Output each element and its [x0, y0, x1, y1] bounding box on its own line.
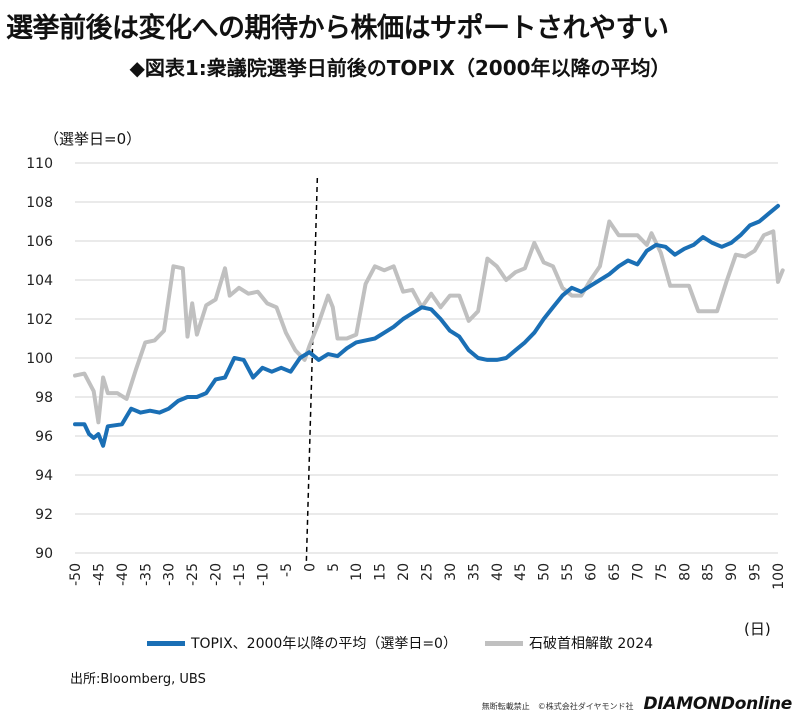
footer: 無断転載禁止 ©株式会社ダイヤモンド社 DIAMONDonline [481, 694, 793, 714]
x-tick-label: 80 [677, 563, 693, 581]
x-tick-label: -10 [255, 563, 271, 586]
y-tick-label: 92 [35, 507, 53, 523]
chart-legend: TOPIX、2000年以降の平均（選挙日=0） 石破首相解散 2024 [0, 633, 800, 653]
copyright-note: 無断転載禁止 ©株式会社ダイヤモンド社 [481, 702, 634, 711]
x-tick-label: 20 [396, 563, 412, 581]
x-tick-label: 85 [701, 563, 717, 581]
x-tick-label: -40 [115, 563, 131, 586]
y-tick-label: 100 [26, 351, 53, 367]
x-unit-label: (日) [744, 620, 771, 638]
series-line-topix [73, 203, 780, 448]
y-tick-label: 110 [26, 156, 53, 172]
x-tick-label: 25 [420, 563, 436, 581]
x-tick-label: 55 [560, 563, 576, 581]
y-tick-label: 102 [26, 312, 53, 328]
y-tick-label: 94 [35, 468, 53, 484]
election-day-line [305, 177, 319, 564]
x-tick-label: -30 [162, 563, 178, 586]
x-axis-ticks: -50 -45 -40 -35 -30 -25 -20 -15 -10 -5 0 5 10 15 20 25 3… [68, 563, 787, 590]
x-tick-label: 35 [466, 563, 482, 581]
gridlines [75, 162, 778, 554]
series-line-ishiba [73, 219, 785, 425]
x-tick-label: -35 [138, 563, 154, 586]
y-axis-ticks: 90 92 94 96 98 100 102 104 106 108 110 [26, 156, 53, 562]
x-tick-label: 90 [724, 563, 740, 581]
x-tick-label: 50 [537, 563, 553, 581]
legend-item-ishiba: 石破首相解散 2024 [484, 633, 654, 653]
x-tick-label: -20 [209, 563, 225, 586]
y-tick-label: 108 [26, 195, 53, 211]
x-tick-label: 5 [326, 563, 342, 572]
legend-item-topix: TOPIX、2000年以降の平均（選挙日=0） [146, 633, 457, 653]
legend-label-ishiba: 石破首相解散 2024 [528, 636, 654, 652]
x-tick-label: 0 [302, 563, 318, 572]
legend-label-topix: TOPIX、2000年以降の平均（選挙日=0） [190, 636, 457, 652]
x-tick-label: 40 [490, 563, 506, 581]
x-tick-label: 70 [630, 563, 646, 581]
headline: 選挙前後は変化への期待から株価はサポートされやすい [6, 13, 669, 44]
x-tick-label: 95 [748, 563, 764, 581]
x-tick-label: 30 [443, 563, 459, 581]
x-tick-label: -25 [185, 563, 201, 586]
x-tick-label: -45 [91, 563, 107, 586]
series-lines [73, 203, 785, 448]
source-note: 出所:Bloomberg, UBS [70, 672, 206, 687]
brand-logo: DIAMONDonline [643, 694, 793, 714]
x-tick-label: -15 [232, 563, 248, 586]
x-tick-label: 65 [607, 563, 623, 581]
y-tick-label: 90 [35, 546, 53, 562]
x-tick-label: 100 [771, 563, 787, 590]
x-tick-label: 10 [349, 563, 365, 581]
y-tick-label: 98 [35, 390, 53, 406]
y-tick-label: 96 [35, 429, 53, 445]
legend-swatch-topix [146, 640, 185, 646]
x-tick-label: -50 [68, 563, 84, 586]
x-tick-label: 15 [373, 563, 389, 581]
legend-swatch-ishiba [484, 640, 523, 646]
y-unit-label: （選挙日=0） [44, 130, 142, 148]
x-tick-label: -5 [279, 563, 295, 577]
y-tick-label: 104 [26, 273, 53, 289]
x-tick-label: 75 [654, 563, 670, 581]
y-tick-label: 106 [26, 234, 53, 250]
x-tick-label: 45 [513, 563, 529, 581]
chart-subtitle: ◆図表1:衆議院選挙日前後のTOPIX（2000年以降の平均） [129, 56, 671, 80]
x-tick-label: 60 [584, 563, 600, 581]
